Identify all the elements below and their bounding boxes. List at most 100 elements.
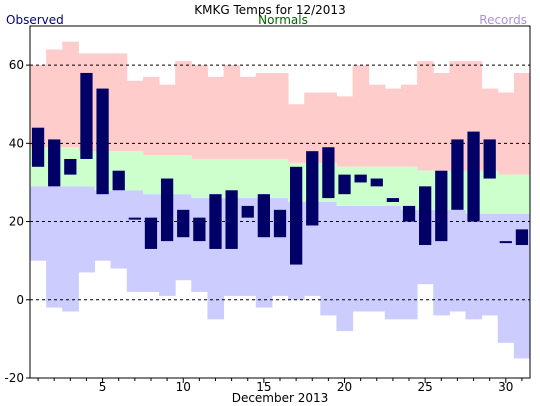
observed-bar-day-30	[499, 241, 512, 244]
record-low-bar-day-29	[481, 213, 499, 316]
record-low-bar-day-3	[62, 186, 79, 312]
record-low-bar-day-22	[368, 205, 386, 312]
record-low-bar-day-7	[126, 190, 144, 292]
y-tick-label: 60	[9, 58, 24, 72]
record-high-bar-day-8	[142, 76, 160, 156]
observed-bar-day-2	[48, 139, 61, 187]
legend-normals: Normals	[258, 13, 308, 27]
observed-bar-day-18	[306, 151, 319, 226]
record-high-bar-day-24	[400, 84, 418, 167]
observed-bar-day-25	[419, 186, 432, 246]
record-high-bar-day-10	[175, 61, 192, 156]
record-high-bar-day-11	[191, 65, 208, 159]
observed-bar-day-26	[435, 170, 448, 242]
observed-bar-day-27	[451, 139, 464, 210]
record-high-bar-day-13	[223, 65, 241, 159]
legend-records: Records	[479, 13, 527, 27]
record-high-bar-day-7	[126, 80, 144, 152]
y-tick-label: 20	[9, 215, 24, 229]
observed-bar-day-14	[241, 205, 254, 218]
y-tick-label: 40	[9, 136, 24, 150]
chart-title: KMKG Temps for 12/2013	[194, 3, 345, 17]
record-high-bar-day-31	[513, 72, 531, 175]
observed-bar-day-24	[402, 205, 416, 222]
y-tick-label: -20	[4, 371, 24, 385]
record-low-bar-day-20	[336, 205, 354, 332]
observed-bar-day-5	[96, 88, 109, 195]
record-high-bar-day-14	[239, 76, 257, 159]
normal-bar-day-21	[352, 166, 370, 206]
x-tick-label: 30	[498, 380, 513, 394]
record-high-bar-day-6	[110, 53, 128, 152]
x-axis-label: December 2013	[232, 391, 329, 405]
normal-bar-day-23	[384, 166, 402, 206]
record-high-bar-day-17	[288, 104, 305, 163]
normal-bar-day-24	[400, 166, 418, 210]
y-tick-labels: -20 0 20 40 60	[4, 58, 24, 385]
record-high-bar-day-30	[497, 92, 515, 175]
observed-bar-day-31	[515, 229, 529, 246]
observed-bar-day-4	[80, 72, 93, 159]
observed-bar-day-21	[354, 174, 367, 183]
record-low-bar-day-4	[78, 186, 96, 273]
record-low-bar-day-10	[175, 194, 192, 281]
record-high-bar-day-12	[207, 76, 225, 159]
observed-bar-day-22	[370, 178, 383, 187]
record-high-bar-day-23	[384, 88, 402, 167]
normal-bar-day-7	[126, 151, 144, 191]
normal-bar-day-13	[223, 158, 241, 199]
record-low-bar-day-31	[513, 213, 531, 359]
record-high-bar-day-2	[46, 49, 63, 148]
normal-bar-day-29	[481, 170, 499, 214]
observed-bar-day-12	[209, 194, 222, 249]
observed-bar-day-19	[322, 147, 335, 199]
observed-bar-day-10	[177, 209, 190, 238]
record-low-bar-day-5	[94, 190, 112, 261]
record-low-bar-day-24	[400, 209, 418, 320]
normal-bar-day-10	[175, 155, 192, 195]
record-high-bar-day-22	[368, 84, 386, 167]
record-high-bar-day-20	[336, 96, 354, 167]
record-low-bar-day-18	[304, 202, 321, 296]
observed-bar-day-29	[483, 139, 496, 179]
observed-bar-day-17	[290, 166, 303, 265]
record-high-bar-day-26	[433, 72, 450, 171]
record-high-bar-day-16	[271, 72, 289, 159]
record-low-bar-day-2	[46, 186, 63, 308]
normal-bar-day-8	[142, 155, 160, 195]
y-tick-label: 0	[16, 293, 24, 307]
x-tick-label: 20	[337, 380, 352, 394]
x-tick-label: 10	[176, 380, 191, 394]
observed-bar-day-20	[338, 174, 351, 195]
normal-bar-day-16	[271, 158, 289, 199]
record-low-bar-day-30	[497, 213, 515, 343]
observed-bar-day-28	[467, 131, 480, 222]
x-tick-label: 5	[99, 380, 107, 394]
record-low-bar-day-19	[320, 202, 337, 316]
observed-bar-day-8	[144, 217, 158, 249]
record-high-bar-day-19	[320, 92, 337, 163]
observed-bars	[31, 72, 529, 265]
normal-bar-day-11	[191, 158, 208, 199]
record-high-bar-day-3	[62, 41, 79, 148]
observed-bar-day-11	[193, 217, 206, 242]
axes	[26, 25, 531, 383]
record-low-bar-day-21	[352, 205, 370, 312]
record-high-bar-day-1	[30, 65, 47, 148]
observed-bar-day-9	[160, 178, 174, 242]
record-low-bar-day-23	[384, 205, 402, 320]
x-tick-labels: 5 10 15 20 25 30	[99, 380, 514, 394]
record-low-bar-day-14	[239, 198, 257, 296]
observed-bar-day-1	[31, 127, 45, 167]
record-high-bar-day-18	[304, 92, 321, 163]
observed-bar-day-13	[225, 190, 238, 249]
record-low-bar-day-27	[449, 209, 466, 312]
observed-bar-day-15	[257, 194, 270, 238]
observed-bar-day-3	[64, 158, 77, 175]
record-low-bar-day-28	[465, 213, 483, 320]
record-low-bar-day-1	[30, 186, 47, 261]
x-tick-label: 25	[418, 380, 433, 394]
observed-bar-day-6	[112, 170, 125, 191]
record-high-bar-day-9	[159, 84, 176, 156]
